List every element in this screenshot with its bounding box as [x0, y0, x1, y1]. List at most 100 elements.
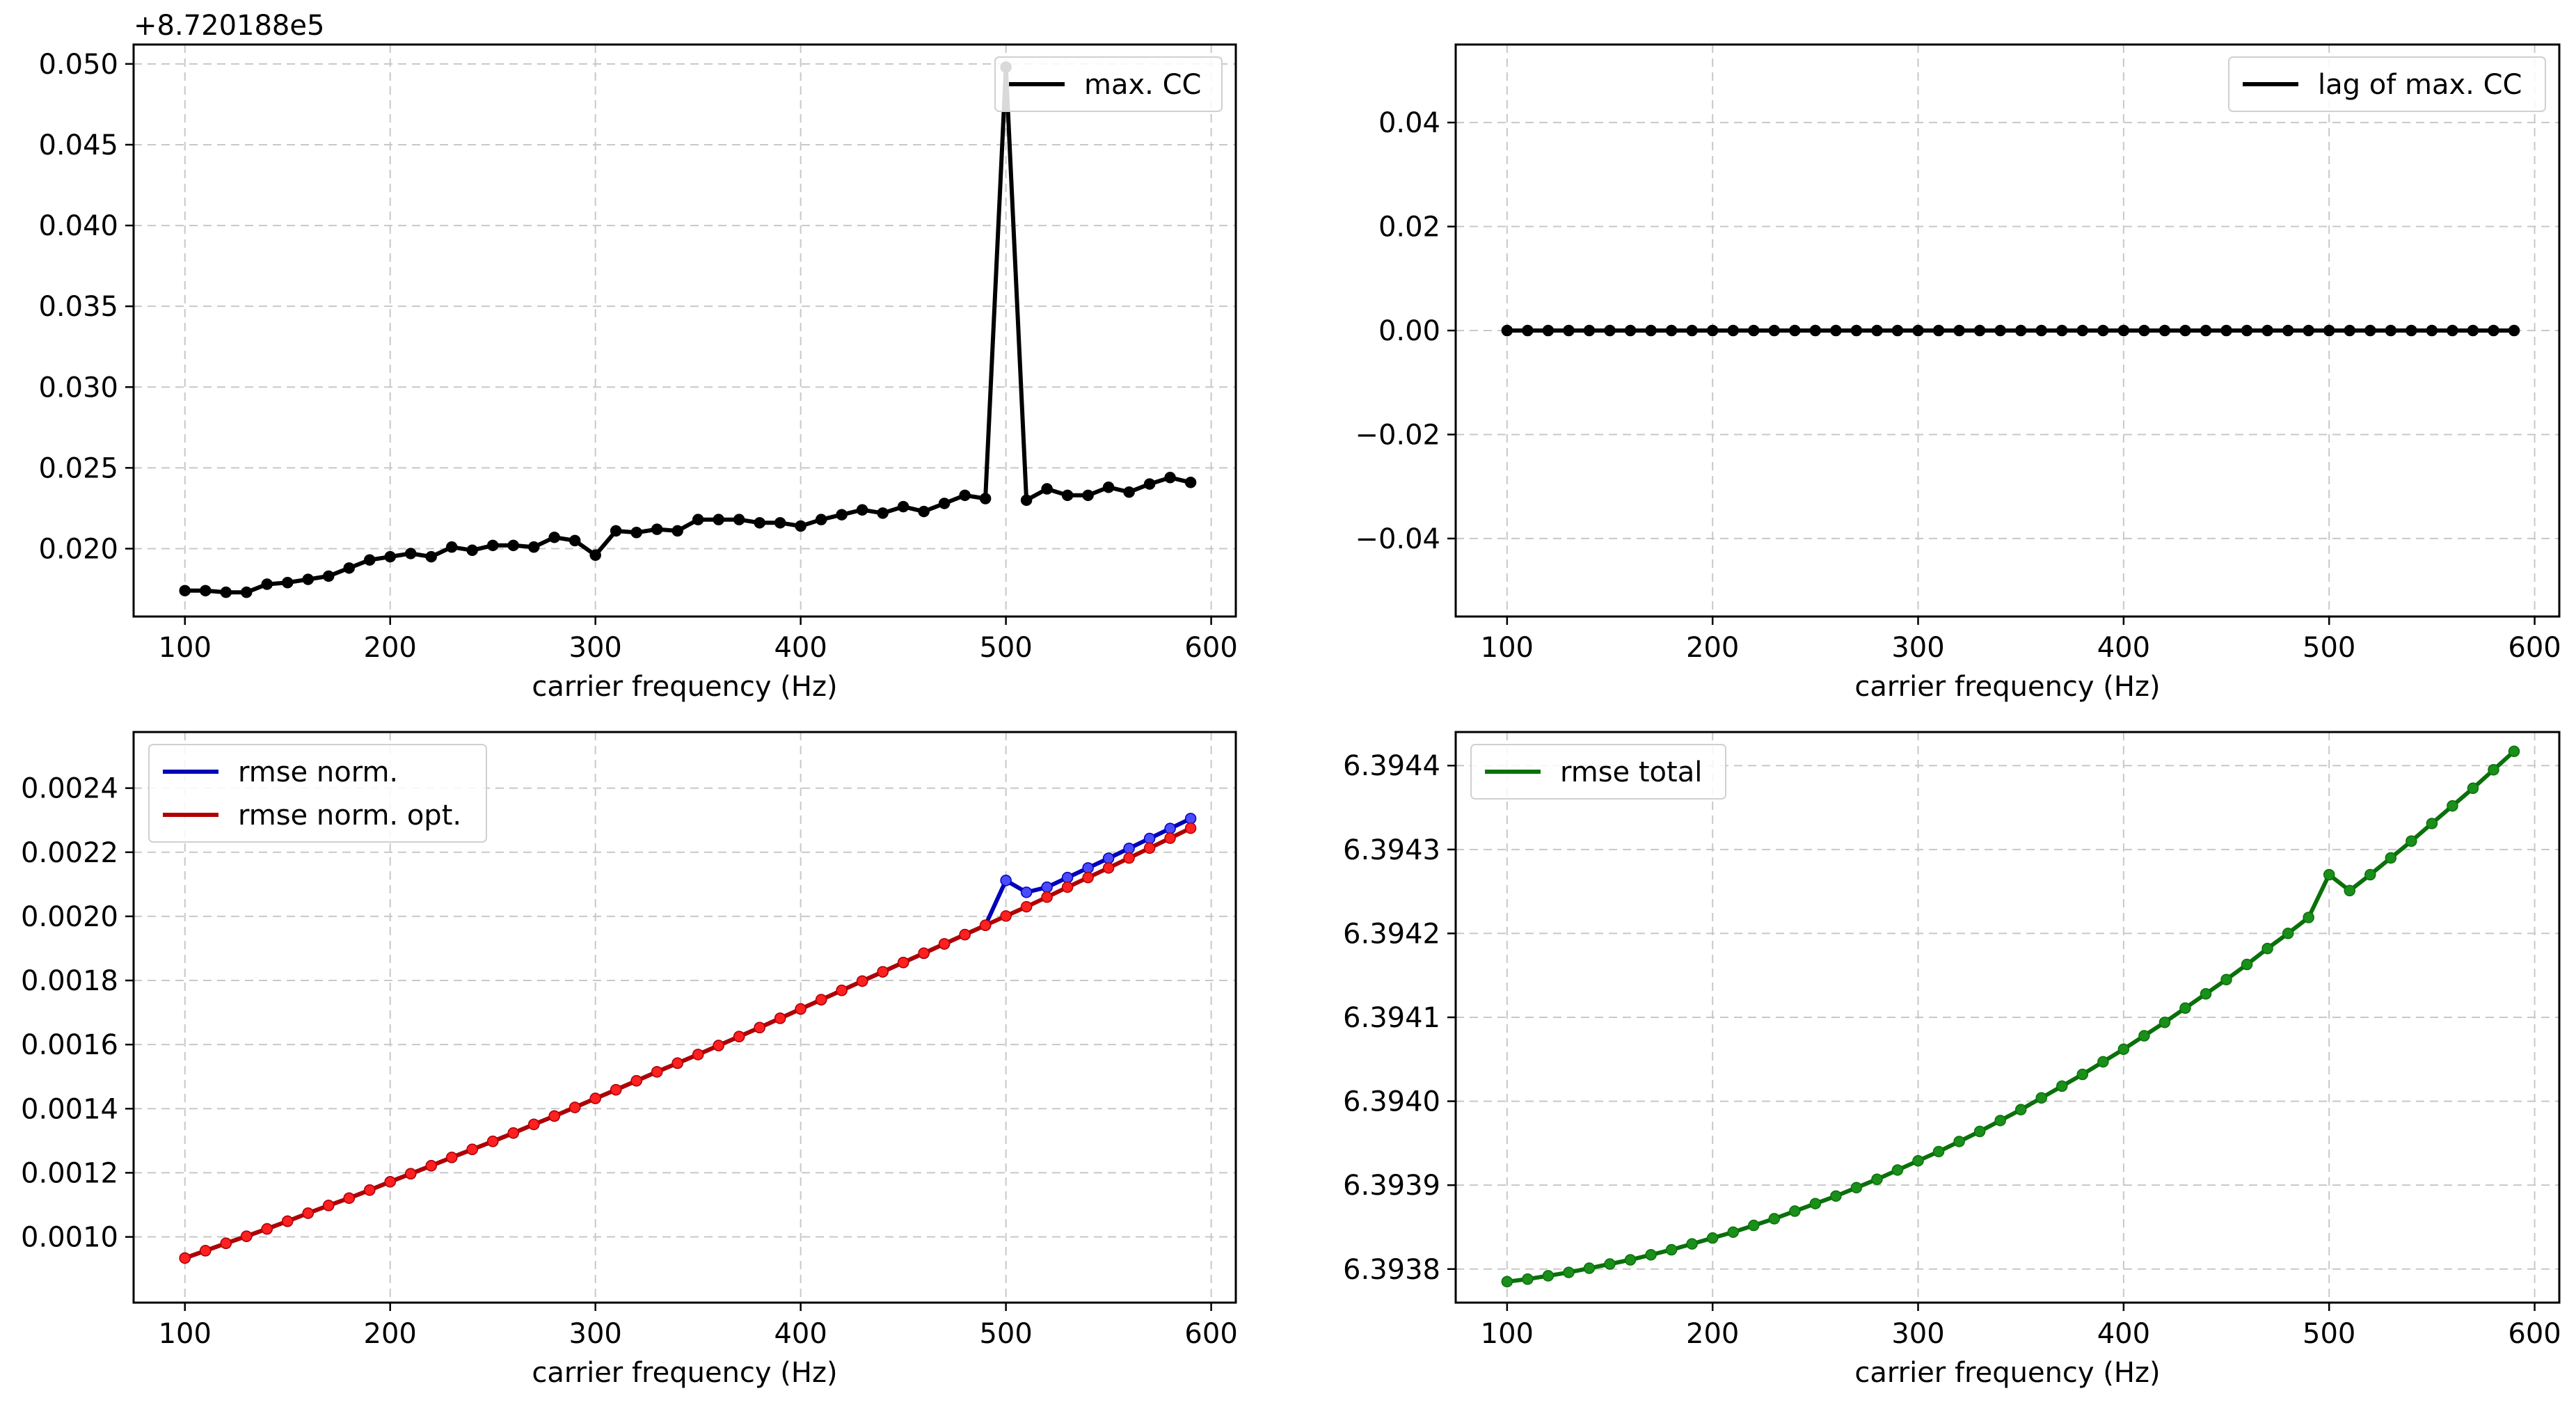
- data-point: [1542, 324, 1555, 337]
- y-tick-label: 0.00: [1378, 315, 1440, 347]
- y-tick-label: −0.04: [1355, 523, 1440, 555]
- data-point: [651, 523, 663, 535]
- data-point: [220, 1237, 232, 1250]
- data-point: [1184, 477, 1197, 488]
- data-point: [1583, 324, 1596, 337]
- y-tick-label: −0.02: [1355, 419, 1440, 451]
- data-point: [589, 1092, 601, 1104]
- x-tick-label: 500: [979, 632, 1032, 664]
- data-point: [733, 514, 745, 525]
- data-point: [1020, 887, 1033, 898]
- data-point: [1850, 1182, 1863, 1194]
- data-point: [2241, 324, 2253, 337]
- x-tick-label: 300: [569, 632, 622, 664]
- data-point: [1143, 478, 1156, 490]
- x-tick-label: 500: [2303, 632, 2355, 664]
- data-point: [2344, 324, 2355, 337]
- data-point: [979, 493, 992, 504]
- legend: lag of max. CC: [2228, 56, 2546, 112]
- data-point: [1041, 881, 1053, 893]
- data-point: [199, 585, 212, 597]
- y-tick-label: 0.02: [1378, 212, 1440, 244]
- y-tick-label: 0.04: [1378, 107, 1440, 139]
- data-point: [1830, 1190, 1842, 1202]
- data-point: [1542, 1270, 1555, 1282]
- data-point: [918, 947, 930, 960]
- data-point: [2447, 324, 2458, 337]
- x-tick-label: 400: [774, 632, 827, 664]
- data-point: [1123, 842, 1135, 854]
- legend-box: [148, 744, 487, 843]
- data-point: [2323, 868, 2335, 881]
- data-point: [1665, 324, 1678, 337]
- legend: rmse norm. rmse norm. opt.: [148, 744, 487, 843]
- data-point: [2035, 324, 2047, 337]
- data-point: [1061, 489, 1074, 502]
- data-point: [2344, 884, 2355, 897]
- data-point: [2035, 1092, 2047, 1104]
- x-tick-label: 300: [1891, 632, 1944, 664]
- y-tick-label: 6.3943: [1343, 834, 1440, 866]
- x-tick-label: 100: [159, 1318, 212, 1350]
- data-point: [1973, 1125, 1986, 1138]
- y-tick-label: 0.0014: [21, 1093, 118, 1125]
- data-point: [610, 525, 622, 537]
- data-point: [2406, 324, 2417, 337]
- data-point: [2385, 852, 2397, 864]
- data-point: [2406, 835, 2417, 848]
- data-point: [569, 534, 581, 547]
- data-point: [2364, 868, 2376, 881]
- data-point: [322, 570, 335, 582]
- legend-box: [994, 56, 1223, 112]
- data-point: [815, 994, 827, 1005]
- data-point: [856, 504, 868, 516]
- data-point: [1686, 1238, 1698, 1250]
- legend: rmse total: [1470, 744, 1726, 800]
- data-point: [2056, 1080, 2068, 1092]
- y-tick-label: 0.035: [38, 291, 118, 323]
- data-point: [261, 578, 273, 590]
- y-tick-label: 0.0016: [21, 1029, 118, 1061]
- data-point: [1563, 1266, 1575, 1278]
- legend-label: max. CC: [1084, 69, 1201, 101]
- data-point: [2220, 324, 2232, 337]
- data-point: [918, 505, 930, 518]
- x-tick-label: 500: [2303, 1318, 2355, 1350]
- data-point: [2447, 800, 2458, 812]
- data-point: [795, 520, 806, 532]
- y-tick-label: 0.025: [38, 452, 118, 484]
- data-point: [1891, 1164, 1904, 1176]
- data-point: [815, 514, 827, 525]
- data-point: [527, 541, 540, 553]
- data-point: [692, 1049, 704, 1060]
- data-point: [1563, 324, 1575, 337]
- data-point: [1501, 324, 1513, 337]
- y-tick-label: 0.0012: [21, 1157, 118, 1189]
- x-tick-label: 600: [2508, 632, 2561, 664]
- data-point: [2117, 324, 2130, 337]
- x-tick-label: 100: [1481, 1318, 1534, 1350]
- data-point: [2014, 324, 2027, 337]
- data-point: [302, 573, 314, 585]
- data-point: [836, 509, 848, 520]
- data-point: [445, 1152, 458, 1163]
- data-point: [425, 550, 437, 563]
- data-point: [1123, 486, 1135, 498]
- data-point: [2179, 324, 2191, 337]
- y-tick-label: 0.0018: [21, 965, 118, 997]
- data-point: [897, 956, 909, 969]
- data-point: [1932, 1145, 1945, 1158]
- data-point: [281, 1215, 294, 1227]
- chart-panel-4: 100 200 300 400 500 600 6.3938 6.3939 6.3940 6.39…: [1343, 731, 2561, 1389]
- data-point: [466, 544, 478, 557]
- data-point: [1768, 1213, 1781, 1225]
- data-point: [1184, 822, 1197, 834]
- data-point: [1645, 324, 1657, 337]
- data-point: [2508, 745, 2520, 757]
- x-tick-label: 600: [2508, 1318, 2561, 1350]
- y-tick-label: 6.3944: [1343, 750, 1440, 782]
- data-point: [938, 938, 951, 950]
- data-point: [1686, 324, 1698, 337]
- data-point: [630, 1074, 642, 1087]
- data-point: [1624, 1254, 1637, 1266]
